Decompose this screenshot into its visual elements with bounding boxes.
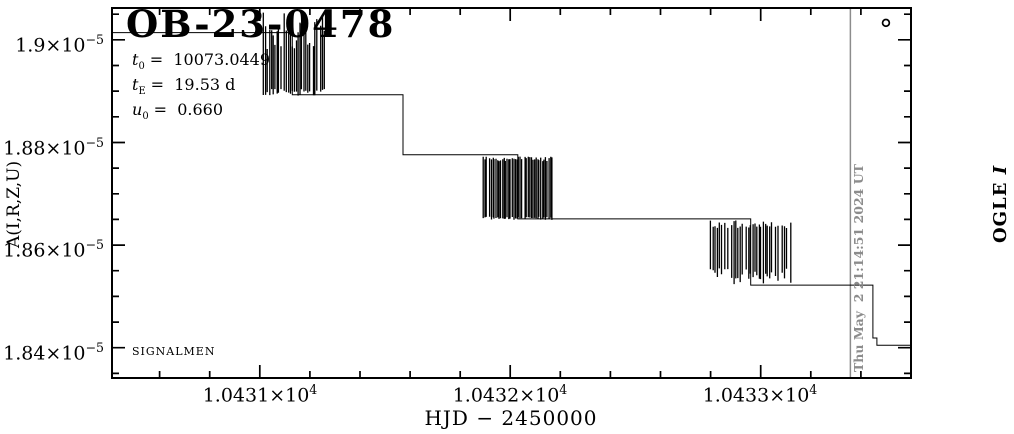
y-axis-label: A(I,R,Z,U) [4,160,24,248]
param-value: = 0.660 [153,100,224,119]
data-cluster-0 [262,12,325,96]
latest-datapoint-marker [881,18,891,28]
x-tick-label-1: 1.0432×104 [452,382,568,407]
survey-band-label: OGLE I [990,164,1011,243]
param-symbol: t [132,50,139,69]
data-cluster-2 [709,220,792,285]
x-tick-label-0: 1.0431×104 [202,382,318,407]
param-subscript: 0 [142,111,149,123]
signalmen-watermark: SIGNALMEN [132,345,216,358]
param-t0: t0 = 10073.0449 [132,52,270,72]
param-tE: tE = 19.53 d [132,77,235,97]
param-symbol: t [132,75,139,94]
param-symbol: u [132,100,143,119]
param-u0: u0 = 0.660 [132,102,223,122]
x-axis-label: HJD − 2450000 [424,406,598,430]
y-tick-label-2: 1.86×10−5 [3,237,104,262]
param-value: = 10073.0449 [149,50,271,69]
param-subscript: E [138,86,146,98]
y-tick-label-3: 1.84×10−5 [3,340,104,365]
current-time-label: Thu May 2 21:14:51 2024 UT [851,164,866,372]
y-tick-label-1: 1.88×10−5 [3,135,104,160]
data-cluster-1 [482,156,553,220]
y-tick-label-0: 1.9×10−5 [15,32,104,57]
x-tick-label-2: 1.0433×104 [702,382,818,407]
event-title: OB-23-0478 [126,2,396,46]
param-value: = 19.53 d [150,75,236,94]
param-subscript: 0 [138,61,145,73]
